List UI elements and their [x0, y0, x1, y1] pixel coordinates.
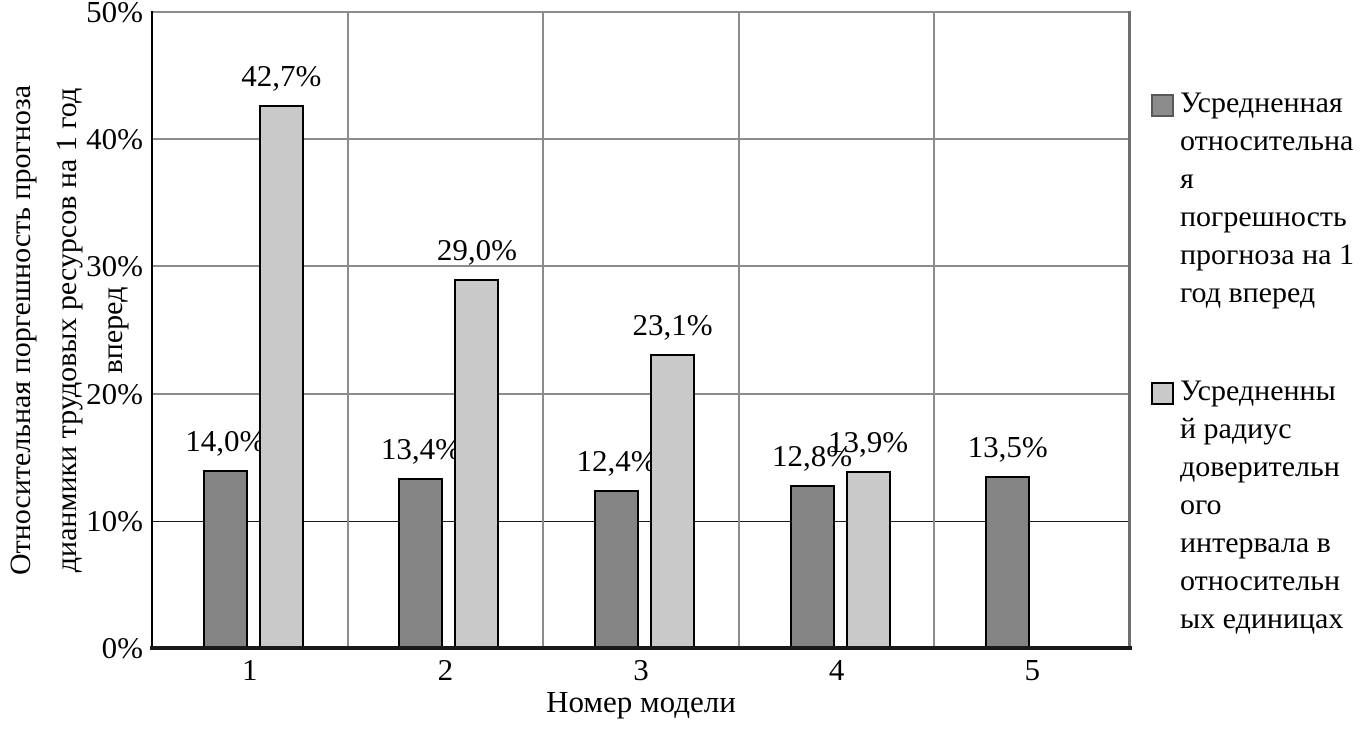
data-label-series1-model5: 13,5%	[967, 429, 1048, 464]
bar-series2-model3	[650, 354, 695, 648]
category-separator	[737, 12, 740, 648]
data-label-series2-model3: 23,1%	[632, 307, 713, 342]
x-axis-line	[150, 646, 1132, 650]
legend-label-series2: Усредненны й радиус доверительн ого интервал…	[1180, 372, 1372, 638]
x-tick-label-5: 5	[1024, 652, 1040, 687]
data-label-series1-model3: 12,4%	[576, 443, 657, 478]
y-axis-title-line-3: вперед	[96, 286, 129, 374]
legend: Усредненная относительна я погрешность прогн…	[1142, 0, 1372, 729]
y-tick-label-50: 50%	[86, 0, 143, 29]
legend-label-line: Усредненны	[1180, 374, 1336, 407]
x-tick-label-4: 4	[828, 652, 845, 687]
x-tick-label-2: 2	[437, 652, 454, 687]
gridline-10	[152, 520, 1130, 523]
category-separator	[542, 12, 545, 648]
legend-label-line: Усредненная	[1180, 86, 1343, 119]
x-axis-title: Номер модели	[546, 684, 736, 719]
legend-label-line: й радиус	[1180, 412, 1292, 445]
legend-item-series2: Усредненны й радиус доверительн ого интервал…	[1142, 372, 1372, 638]
bar-series1-model2	[398, 478, 444, 648]
bar-series2-model4	[845, 471, 891, 648]
y-tick-label-40: 40%	[86, 121, 143, 157]
legend-label-line: погрешность	[1180, 200, 1347, 233]
y-tick-label-10: 10%	[86, 502, 143, 538]
legend-marker-series2-icon	[1151, 382, 1174, 405]
category-separator	[346, 12, 349, 648]
legend-label-line: прогноза на 1	[1180, 238, 1354, 271]
legend-label-line: я	[1180, 162, 1194, 195]
y-tick-label-30: 30%	[86, 248, 143, 284]
legend-label-line: ого	[1180, 488, 1222, 521]
legend-marker-series1-icon	[1151, 94, 1174, 117]
y-axis-title-line-1: Относительная поргешность прогноза	[4, 84, 37, 576]
data-label-series1-model2: 13,4%	[380, 431, 461, 466]
bar-series1-model1	[202, 470, 248, 648]
y-axis-title: Относительная поргешность прогноза дианми…	[0, 0, 136, 670]
bar-series2-model2	[454, 279, 500, 648]
y-tick-label-0: 0%	[101, 630, 143, 665]
gridline-40	[152, 138, 1130, 141]
bar-series1-model5	[985, 476, 1031, 648]
x-tick-label-3: 3	[633, 652, 649, 687]
legend-label-line: ых единицах	[1180, 602, 1344, 635]
data-label-series2-model1: 42,7%	[241, 58, 322, 93]
legend-label-line: год вперед	[1180, 276, 1316, 309]
data-label-series2-model4: 13,9%	[828, 424, 909, 459]
data-label-series2-model2: 29,0%	[436, 232, 517, 267]
bar-series1-model3	[594, 490, 639, 648]
x-tick-label-1: 1	[242, 652, 258, 687]
legend-item-series1: Усредненная относительна я погрешность прогн…	[1142, 84, 1372, 312]
legend-label-line: интервала в	[1180, 526, 1331, 559]
data-label-series1-model4: 12,8%	[772, 438, 853, 473]
plot-border-right	[1128, 11, 1131, 648]
legend-label-series1: Усредненная относительна я погрешность прогн…	[1180, 84, 1372, 312]
y-axis-line	[151, 11, 153, 649]
plot-border-top	[152, 11, 1130, 13]
bar-series2-model1	[258, 105, 304, 648]
data-label-series1-model1: 14,0%	[185, 423, 266, 458]
y-axis-title-line-2: дианмики трудовых ресурсов на 1 год	[50, 87, 83, 573]
legend-label-line: относительн	[1180, 564, 1341, 597]
category-separator	[933, 12, 936, 648]
legend-label-line: относительна	[1180, 124, 1354, 157]
y-tick-label-20: 20%	[86, 375, 143, 411]
gridline-30	[152, 265, 1130, 268]
bar-series1-model4	[789, 485, 835, 648]
legend-label-line: доверительн	[1180, 450, 1340, 483]
gridline-20	[152, 392, 1130, 395]
